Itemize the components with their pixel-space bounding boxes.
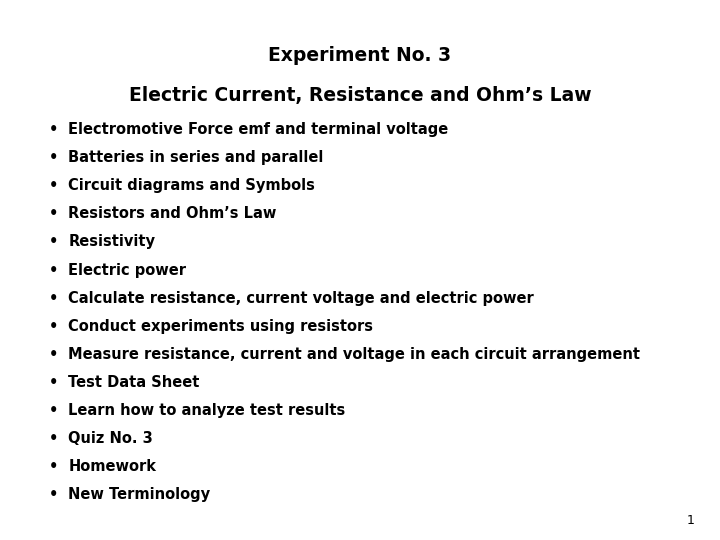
Text: •: • (49, 291, 59, 306)
Text: Conduct experiments using resistors: Conduct experiments using resistors (68, 319, 374, 334)
Text: New Terminology: New Terminology (68, 487, 210, 502)
Text: Homework: Homework (68, 459, 156, 474)
Text: •: • (49, 459, 59, 474)
Text: Resistors and Ohm’s Law: Resistors and Ohm’s Law (68, 206, 276, 221)
Text: Circuit diagrams and Symbols: Circuit diagrams and Symbols (68, 178, 315, 193)
Text: •: • (49, 403, 59, 418)
Text: •: • (49, 319, 59, 334)
Text: Test Data Sheet: Test Data Sheet (68, 375, 199, 390)
Text: Electric power: Electric power (68, 262, 186, 278)
Text: •: • (49, 122, 59, 137)
Text: Calculate resistance, current voltage and electric power: Calculate resistance, current voltage an… (68, 291, 534, 306)
Text: Quiz No. 3: Quiz No. 3 (68, 431, 153, 446)
Text: Electromotive Force emf and terminal voltage: Electromotive Force emf and terminal vol… (68, 122, 449, 137)
Text: 1: 1 (687, 514, 695, 526)
Text: Resistivity: Resistivity (68, 234, 156, 249)
Text: •: • (49, 487, 59, 502)
Text: •: • (49, 431, 59, 446)
Text: •: • (49, 150, 59, 165)
Text: •: • (49, 234, 59, 249)
Text: Electric Current, Resistance and Ohm’s Law: Electric Current, Resistance and Ohm’s L… (129, 86, 591, 105)
Text: •: • (49, 178, 59, 193)
Text: •: • (49, 375, 59, 390)
Text: Measure resistance, current and voltage in each circuit arrangement: Measure resistance, current and voltage … (68, 347, 640, 362)
Text: •: • (49, 206, 59, 221)
Text: •: • (49, 347, 59, 362)
Text: •: • (49, 262, 59, 278)
Text: Batteries in series and parallel: Batteries in series and parallel (68, 150, 324, 165)
Text: Learn how to analyze test results: Learn how to analyze test results (68, 403, 346, 418)
Text: Experiment No. 3: Experiment No. 3 (269, 46, 451, 65)
